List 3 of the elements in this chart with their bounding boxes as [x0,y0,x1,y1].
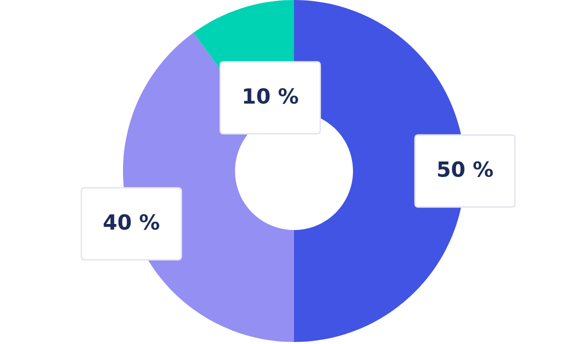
data-label: 40 % [104,214,160,230]
data-label: 10 % [244,88,298,104]
data-label: 50 % [438,161,493,178]
